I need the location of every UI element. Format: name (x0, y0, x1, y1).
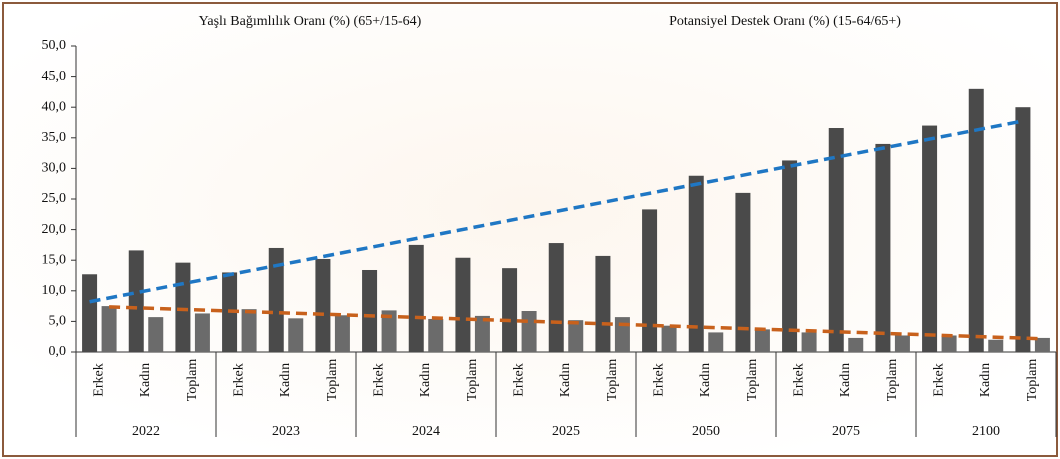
y-tick-label: 50,0 (42, 38, 67, 53)
x-tick-label: Kadın (138, 363, 153, 397)
bar (334, 315, 350, 352)
bar (922, 125, 938, 352)
legend-label: Potansiyel Destek Oranı (%) (15-64/65+) (669, 14, 901, 29)
x-tick-label: Kadın (278, 363, 293, 397)
bar (175, 262, 191, 352)
trend-line (109, 305, 1043, 341)
bar (782, 160, 798, 352)
bar (455, 257, 471, 352)
bar (894, 335, 910, 352)
bar (848, 337, 864, 352)
bar (502, 268, 518, 352)
x-tick-label: Kadın (558, 363, 573, 397)
bar (474, 315, 490, 352)
x-tick-label: Kadın (838, 363, 853, 397)
bar (828, 128, 844, 352)
bar (82, 274, 98, 352)
x-tick-label: Erkek (92, 363, 107, 396)
bar (194, 313, 210, 352)
bar (988, 339, 1004, 352)
y-tick-label: 45,0 (42, 69, 67, 84)
x-tick-label: Erkek (932, 363, 947, 396)
trend-line (89, 119, 1024, 304)
bar (521, 310, 537, 352)
x-tick-label: Toplam (325, 359, 340, 402)
group-label: 2100 (972, 424, 1000, 439)
bar (661, 325, 677, 352)
x-tick-label: Kadın (978, 363, 993, 397)
y-tick-label: 35,0 (42, 130, 67, 145)
y-tick-label: 20,0 (42, 222, 67, 237)
bar (735, 192, 751, 352)
group-label: 2023 (272, 424, 300, 439)
x-tick-label: Erkek (372, 363, 387, 396)
bar (288, 318, 304, 352)
bar (754, 329, 770, 352)
group-label: 2050 (692, 424, 720, 439)
bar (241, 309, 257, 352)
bar (1015, 107, 1031, 352)
bar (315, 258, 331, 352)
x-tick-label: Erkek (792, 363, 807, 396)
x-tick-label: Toplam (885, 359, 900, 402)
bar (642, 209, 658, 352)
y-tick-label: 5,0 (49, 314, 67, 329)
x-tick-label: Toplam (465, 359, 480, 402)
y-tick-label: 10,0 (42, 283, 67, 298)
bar (548, 243, 564, 352)
group-label: 2024 (412, 424, 440, 439)
bar (362, 269, 378, 352)
x-tick-label: Erkek (652, 363, 667, 396)
bar (941, 335, 957, 352)
x-tick-label: Erkek (512, 363, 527, 396)
x-tick-label: Erkek (232, 363, 247, 396)
bar (381, 310, 397, 352)
y-tick-label: 0,0 (49, 344, 67, 359)
y-tick-label: 25,0 (42, 191, 67, 206)
bar (128, 250, 144, 352)
bar (408, 244, 424, 352)
bar (875, 143, 891, 352)
bar (688, 175, 704, 352)
y-tick-label: 30,0 (42, 161, 67, 176)
bar (428, 318, 444, 352)
x-tick-label: Toplam (745, 359, 760, 402)
bar (568, 320, 584, 352)
x-tick-label: Kadın (698, 363, 713, 397)
bar (968, 88, 984, 352)
y-tick-label: 15,0 (42, 252, 67, 267)
bar (148, 317, 164, 352)
group-label: 2075 (832, 424, 860, 439)
bar (801, 332, 817, 352)
bar (708, 332, 724, 352)
bar (101, 306, 117, 352)
bar (614, 317, 630, 352)
legend-label: Yaşlı Bağımlılık Oranı (%) (65+/15-64) (199, 14, 422, 29)
x-tick-label: Toplam (185, 359, 200, 402)
bar (595, 255, 611, 352)
x-tick-label: Toplam (605, 359, 620, 402)
x-tick-label: Toplam (1025, 359, 1040, 402)
bar (268, 247, 284, 352)
bar (1034, 337, 1050, 352)
y-tick-label: 40,0 (42, 99, 67, 114)
x-tick-label: Kadın (418, 363, 433, 397)
group-label: 2025 (552, 424, 580, 439)
group-label: 2022 (132, 424, 160, 439)
